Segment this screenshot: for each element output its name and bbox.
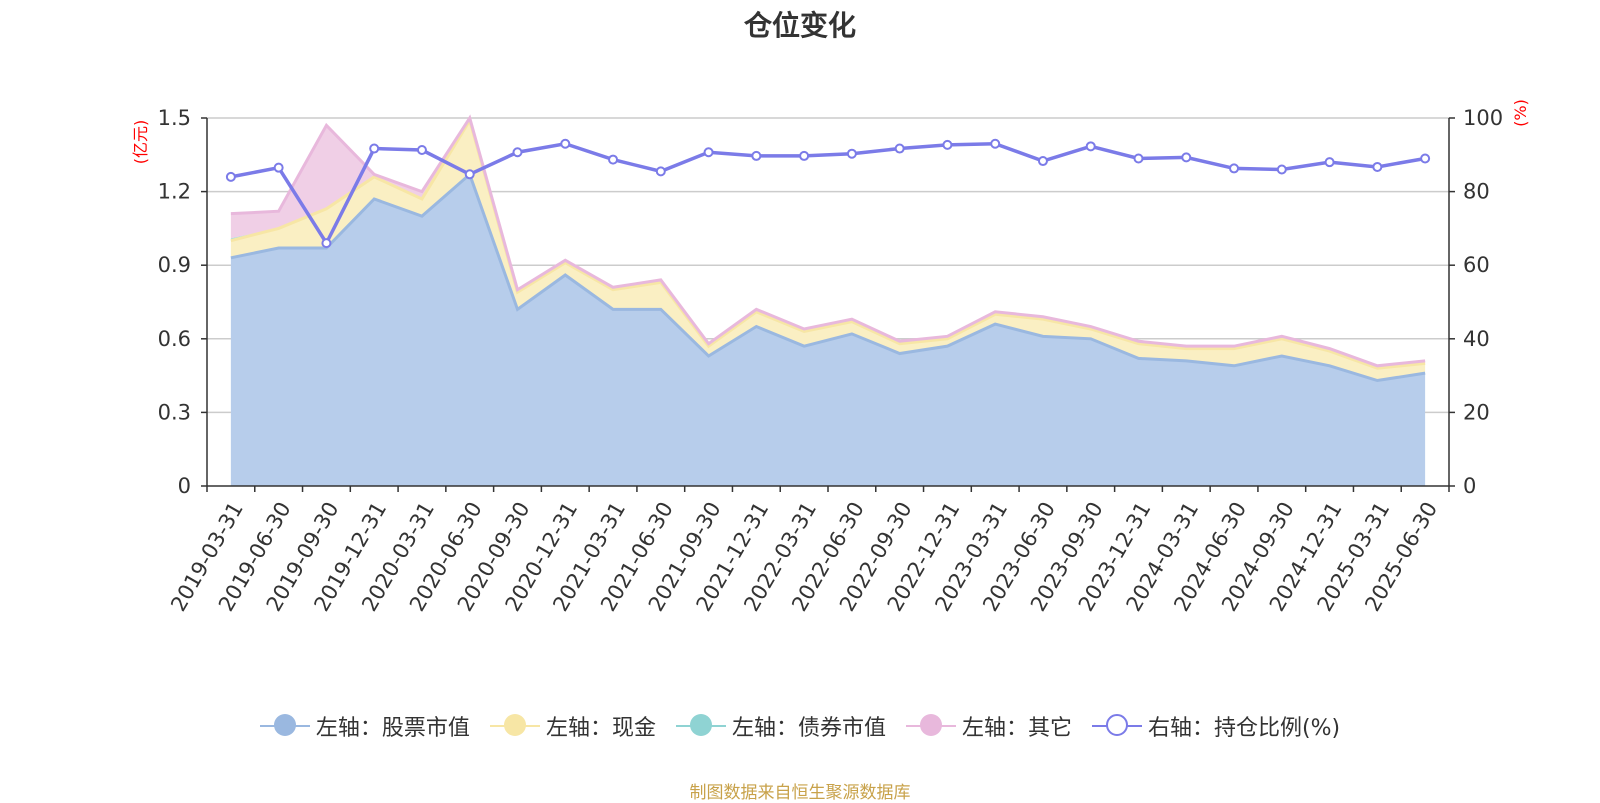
area-左轴：股票市值: [230, 174, 1426, 486]
legend-item[interactable]: 左轴：债券市值: [675, 710, 886, 742]
legend-item[interactable]: 左轴：其它: [905, 710, 1072, 742]
data-point-position-ratio: [273, 162, 284, 173]
legend-marker-icon: [1091, 713, 1142, 739]
data-point-position-ratio: [225, 171, 236, 182]
legend-label: 右轴：持仓比例(%): [1147, 716, 1341, 741]
series-line-左轴：其它: [230, 114, 1426, 368]
series-line-左轴：股票市值: [230, 171, 1426, 383]
data-point-position-ratio: [608, 154, 619, 165]
legend-item[interactable]: 左轴：股票市值: [259, 710, 470, 742]
data-point-position-ratio: [894, 143, 905, 154]
right-axis-tick-label: 40: [1463, 327, 1490, 351]
data-point-position-ratio: [416, 145, 427, 156]
right-axis-tick-label: 80: [1463, 180, 1490, 204]
data-point-position-ratio: [751, 150, 762, 161]
data-point-position-ratio: [655, 166, 666, 177]
left-axis-tick-label: 0.6: [158, 327, 191, 351]
chart-title: 仓位变化: [743, 9, 856, 42]
legend-label: 左轴：债券市值: [731, 716, 886, 741]
legend-marker-icon: [259, 713, 310, 739]
data-point-position-ratio: [990, 138, 1001, 149]
left-axis-tick-label: 0: [178, 474, 191, 498]
data-point-position-ratio: [1037, 156, 1048, 167]
data-point-position-ratio: [560, 138, 571, 149]
right-axis-tick-label: 20: [1463, 400, 1490, 424]
left-axis-tick-label: 0.9: [158, 253, 191, 277]
right-axis-tick-label: 0: [1463, 474, 1476, 498]
legend-marker-icon: [905, 713, 956, 739]
legend-marker-icon: [489, 713, 540, 739]
chart-legend: 左轴：股票市值 左轴：现金 左轴：债券市值 左轴：其它 右轴：持仓比例(%): [0, 710, 1600, 742]
data-point-position-ratio: [1181, 152, 1192, 163]
data-source-note: 制图数据来自恒生聚源数据库: [689, 783, 911, 803]
data-point-position-ratio: [1085, 141, 1096, 152]
legend-item[interactable]: 左轴：现金: [489, 710, 656, 742]
data-point-position-ratio: [321, 238, 332, 249]
data-point-position-ratio: [846, 148, 857, 159]
data-point-position-ratio: [1133, 153, 1144, 164]
series-line-左轴：现金: [230, 116, 1426, 370]
legend-label: 左轴：现金: [545, 716, 656, 741]
data-point-position-ratio: [1324, 157, 1335, 168]
legend-label: 左轴：其它: [961, 716, 1072, 741]
legend-item[interactable]: 右轴：持仓比例(%): [1091, 710, 1341, 742]
left-axis-tick-label: 1.5: [158, 106, 191, 130]
data-point-position-ratio: [1229, 163, 1240, 174]
right-axis-tick-label: 60: [1463, 253, 1490, 277]
left-axis-unit-label: (亿元): [131, 120, 150, 165]
data-point-position-ratio: [942, 139, 953, 150]
data-point-position-ratio: [703, 147, 714, 158]
data-point-position-ratio: [1276, 164, 1287, 175]
right-axis-unit-label: (%): [1511, 99, 1530, 127]
right-axis-tick-label: 100: [1463, 106, 1503, 130]
legend-label: 左轴：股票市值: [315, 716, 470, 741]
legend-marker-icon: [675, 713, 726, 739]
data-point-position-ratio: [1420, 153, 1431, 164]
left-axis-tick-label: 0.3: [158, 400, 191, 424]
data-point-position-ratio: [1372, 161, 1383, 172]
area-左轴：现金: [230, 120, 1426, 381]
data-point-position-ratio: [799, 150, 810, 161]
data-point-position-ratio: [512, 147, 523, 158]
data-point-position-ratio: [369, 143, 380, 154]
data-point-position-ratio: [464, 169, 475, 180]
left-axis-tick-label: 1.2: [158, 180, 191, 204]
series-line-position-ratio: [230, 141, 1426, 247]
